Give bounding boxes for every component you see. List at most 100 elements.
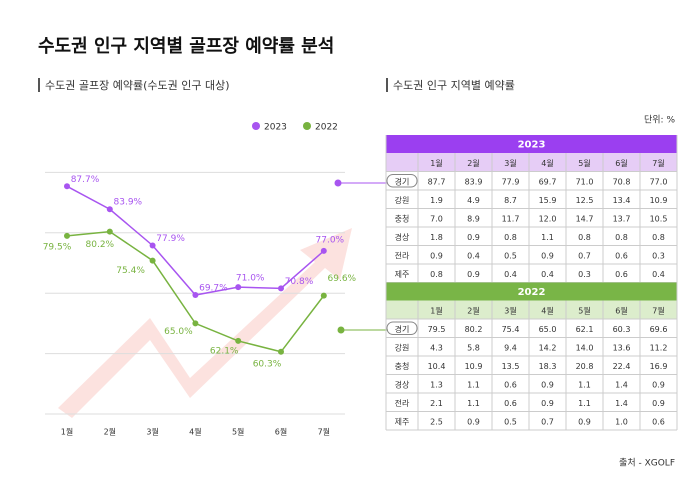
data-label: 69.6% xyxy=(328,274,357,284)
cell: 1.9 xyxy=(430,196,443,205)
data-point xyxy=(64,232,70,239)
cell: 0.3 xyxy=(578,270,591,279)
column-header xyxy=(386,300,677,319)
data-label: 75.4% xyxy=(116,266,145,276)
year-label: 2023 xyxy=(518,140,546,151)
cell: 12.0 xyxy=(539,214,557,223)
cell: 16.9 xyxy=(650,362,668,371)
column-label: 1월 xyxy=(430,158,442,168)
data-label: 60.3% xyxy=(253,359,282,369)
column-header xyxy=(386,153,677,172)
cell: 83.9 xyxy=(465,177,483,186)
cell: 0.9 xyxy=(467,233,480,242)
legend-label: 2023 xyxy=(264,123,287,133)
column-label: 5월 xyxy=(578,158,590,168)
data-point xyxy=(235,284,242,291)
data-label: 79.5% xyxy=(43,242,72,252)
data-point xyxy=(149,242,156,249)
x-tick-label: 2월 xyxy=(104,427,116,437)
row-label: 강원 xyxy=(395,342,410,352)
data-point xyxy=(106,206,113,213)
row-label: 강원 xyxy=(395,195,410,205)
column-label: 7월 xyxy=(652,305,664,315)
data-label: 65.0% xyxy=(164,327,193,337)
cell: 4.3 xyxy=(430,343,443,352)
cell: 22.4 xyxy=(613,362,631,371)
cell: 79.5 xyxy=(428,325,446,334)
cell: 10.5 xyxy=(650,214,668,223)
chart-title: 수도권 골프장 예약률(수도권 인구 대상) xyxy=(45,78,230,92)
cell: 1.4 xyxy=(615,399,628,408)
cell: 0.7 xyxy=(541,417,554,426)
title-bar xyxy=(386,78,388,92)
cell: 11.2 xyxy=(650,343,668,352)
cell: 77.0 xyxy=(650,177,668,186)
data-label: 80.2% xyxy=(86,240,115,250)
data-point xyxy=(235,337,242,344)
trend-arrow xyxy=(58,228,352,418)
x-tick-label: 4월 xyxy=(189,427,201,437)
data-label: 77.9% xyxy=(156,234,185,244)
cell: 2.1 xyxy=(430,399,443,408)
cell: 0.3 xyxy=(652,251,665,260)
x-tick-label: 7월 xyxy=(318,427,330,437)
data-point xyxy=(192,292,199,299)
cell: 8.7 xyxy=(504,196,517,205)
cell: 11.7 xyxy=(502,214,520,223)
row-label: 제주 xyxy=(395,417,410,426)
row-label: 전라 xyxy=(395,250,410,260)
cell: 0.4 xyxy=(504,270,517,279)
cell: 0.8 xyxy=(615,233,628,242)
cell: 13.6 xyxy=(613,343,631,352)
cell: 0.8 xyxy=(504,233,517,242)
cell: 0.9 xyxy=(578,417,591,426)
data-point xyxy=(192,320,199,327)
cell: 65.0 xyxy=(539,325,557,334)
cell: 4.9 xyxy=(467,196,480,205)
cell: 7.0 xyxy=(430,214,443,223)
cell: 20.8 xyxy=(576,362,594,371)
cell: 0.5 xyxy=(504,417,517,426)
data-point xyxy=(106,228,113,235)
column-label: 4월 xyxy=(541,305,553,315)
cell: 1.3 xyxy=(430,380,443,389)
table-title: 수도권 인구 지역별 예약률 xyxy=(393,78,515,92)
cell: 8.9 xyxy=(467,214,480,223)
cell: 5.8 xyxy=(467,343,480,352)
cell: 0.4 xyxy=(467,251,480,260)
cell: 9.4 xyxy=(504,343,517,352)
cell: 13.4 xyxy=(613,196,631,205)
cell: 0.9 xyxy=(541,380,554,389)
cell: 80.2 xyxy=(465,325,483,334)
cell: 12.5 xyxy=(576,196,594,205)
cell: 13.5 xyxy=(502,362,520,371)
connector-dot xyxy=(334,179,342,187)
column-label: 7월 xyxy=(652,158,664,168)
cell: 15.9 xyxy=(539,196,557,205)
cell: 0.6 xyxy=(615,251,628,260)
data-point xyxy=(320,247,327,254)
cell: 0.4 xyxy=(541,270,554,279)
cell: 0.9 xyxy=(652,399,665,408)
highlight xyxy=(386,174,418,188)
row-label: 경상 xyxy=(395,379,410,389)
cell: 0.9 xyxy=(541,399,554,408)
data-label: 69.7% xyxy=(199,284,228,294)
cell: 0.9 xyxy=(541,251,554,260)
cell: 0.7 xyxy=(578,251,591,260)
legend-marker xyxy=(303,122,311,130)
cell: 0.9 xyxy=(652,380,665,389)
cell: 69.7 xyxy=(539,177,557,186)
cell: 0.9 xyxy=(467,270,480,279)
cell: 0.5 xyxy=(504,251,517,260)
row-label: 경기 xyxy=(395,176,410,186)
data-point xyxy=(320,292,327,299)
cell: 0.6 xyxy=(652,417,665,426)
cell: 13.7 xyxy=(613,214,631,223)
cell: 75.4 xyxy=(502,325,520,334)
title-bar xyxy=(38,78,40,92)
x-tick-label: 1월 xyxy=(61,427,73,437)
data-label: 71.0% xyxy=(236,274,265,284)
cell: 0.4 xyxy=(652,270,665,279)
data-label: 87.7% xyxy=(71,175,100,185)
